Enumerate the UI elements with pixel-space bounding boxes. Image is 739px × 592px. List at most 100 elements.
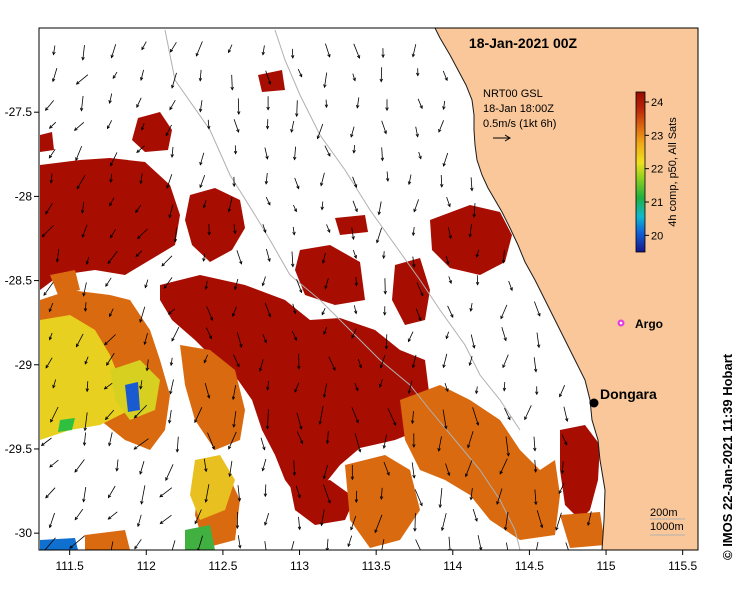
current-vector-head [293, 208, 297, 213]
current-vector-head [555, 526, 559, 531]
current-vector-head [446, 261, 450, 265]
current-vector [292, 303, 296, 314]
current-vector-head [83, 427, 87, 432]
current-vector [381, 539, 385, 550]
current-vector-head [297, 526, 302, 531]
current-vector-head [291, 263, 295, 268]
current-vector [476, 249, 480, 258]
current-vector-head [107, 516, 112, 520]
current-vector-head [267, 81, 272, 85]
current-vector [323, 327, 327, 335]
current-vector-head [407, 390, 412, 395]
current-vector [294, 382, 300, 393]
current-vector-head [418, 155, 422, 160]
current-vector [469, 223, 472, 237]
current-vector-head [502, 387, 507, 392]
current-vector [475, 386, 478, 394]
current-vector [205, 484, 210, 503]
current-vector [374, 514, 383, 533]
current-vector-head [105, 283, 109, 287]
colorbar-tick-label: 21 [651, 197, 663, 209]
current-vector-head [407, 181, 412, 186]
current-vector-head [80, 209, 85, 214]
current-vector [260, 437, 265, 450]
current-vector-head [376, 239, 380, 244]
current-vector-head [166, 184, 170, 189]
current-vector-head [413, 208, 417, 213]
current-vector-head [109, 179, 113, 183]
current-vector [140, 173, 143, 184]
current-vector-head [199, 161, 203, 166]
current-vector [140, 380, 143, 389]
current-vector [228, 44, 233, 53]
current-vector [137, 514, 142, 527]
current-vector-head [135, 253, 140, 258]
current-vector-head [208, 335, 212, 340]
current-vector-head [136, 104, 140, 109]
current-vector [197, 535, 203, 550]
current-vector-head [448, 235, 452, 240]
current-vector [52, 379, 57, 388]
current-legend-source: NRT00 GSL [483, 88, 543, 100]
current-vector-head [332, 366, 336, 371]
current-vector [297, 68, 303, 77]
current-vector [294, 177, 300, 189]
current-vector-head [356, 55, 361, 59]
current-vector-head [73, 127, 78, 131]
current-vector-head [134, 545, 138, 550]
current-vector-head [265, 425, 270, 430]
current-vector-head [438, 504, 442, 509]
current-vector [506, 542, 509, 550]
current-vector-head [564, 418, 569, 422]
current-vector-head [170, 154, 174, 158]
y-tick-label: -29 [15, 358, 33, 372]
current-vector [386, 171, 389, 182]
current-vector [205, 280, 208, 290]
current-vector [414, 489, 423, 506]
current-vector-head [79, 107, 84, 112]
current-vector-head [52, 384, 56, 389]
current-vector [194, 407, 203, 423]
current-vector-head [407, 338, 412, 343]
current-vector-head [85, 388, 89, 393]
current-vector-head [45, 210, 49, 215]
current-vector-head [195, 52, 199, 57]
current-vector-head [232, 313, 236, 318]
current-vector [443, 152, 449, 167]
y-tick-label: -29.5 [5, 442, 33, 456]
credit-text: © IMOS 22-Jan-2021 11:39 Hobart [720, 353, 735, 560]
current-vector [352, 73, 356, 81]
current-vector-head [448, 280, 452, 285]
current-vector-head [354, 208, 358, 213]
current-vector-head [442, 163, 446, 167]
current-vector-head [136, 149, 141, 153]
current-vector [380, 487, 383, 500]
current-vector [107, 250, 118, 264]
current-vector-head [296, 185, 300, 190]
current-vector [534, 301, 541, 317]
current-vector [136, 97, 142, 108]
current-vector [321, 201, 324, 210]
current-vector-head [445, 335, 449, 340]
current-vector [133, 438, 149, 450]
current-vector [503, 381, 506, 391]
current-vector [508, 280, 513, 291]
current-vector [447, 305, 454, 318]
current-vector [417, 98, 423, 109]
current-vector [445, 463, 450, 476]
current-vector-head [169, 106, 173, 111]
current-vector [326, 224, 331, 233]
current-vector [159, 487, 173, 498]
current-vector-head [385, 107, 389, 112]
current-vector-head [236, 129, 240, 133]
current-vector [174, 227, 177, 242]
current-vector-head [133, 446, 138, 450]
current-vector [196, 41, 203, 57]
current-vector [412, 256, 415, 268]
current-vector-head [444, 77, 448, 82]
current-vector-head [509, 287, 513, 292]
current-vector-head [382, 255, 386, 260]
current-vector-head [104, 416, 109, 421]
current-vector-head [507, 416, 511, 421]
